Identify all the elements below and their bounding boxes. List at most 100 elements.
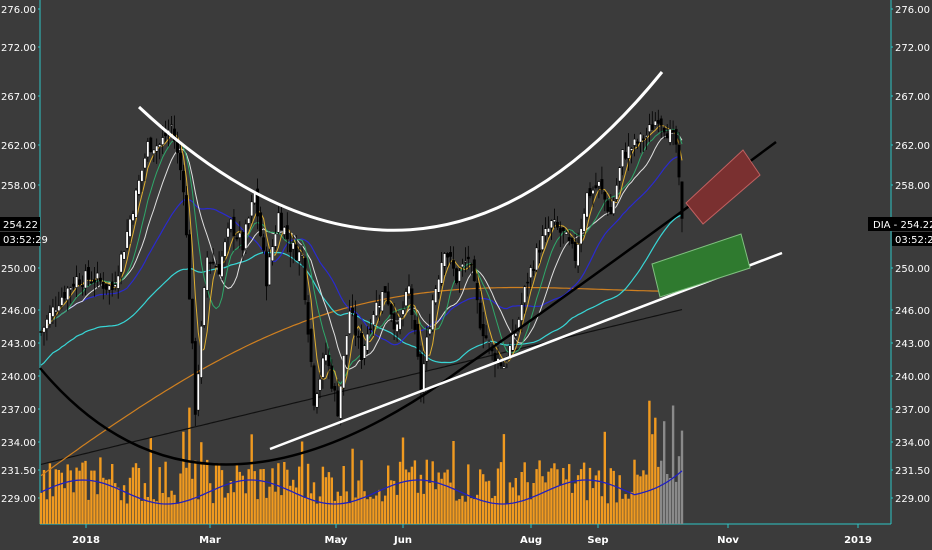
- candle-body: [591, 190, 595, 194]
- upper-arc-drawing: [137, 71, 664, 232]
- candle-body: [84, 270, 87, 289]
- volume-bar: [146, 497, 149, 524]
- target-box-red: [685, 149, 761, 225]
- volume-bar: [428, 482, 431, 524]
- candle-body: [594, 185, 598, 189]
- volume-bar: [398, 461, 402, 524]
- volume-bar: [289, 485, 292, 524]
- volume-bar: [170, 490, 173, 524]
- candle-body: [401, 309, 405, 315]
- volume-bar: [565, 479, 568, 524]
- candle-body: [190, 298, 194, 344]
- volume-bar: [416, 492, 420, 524]
- y-tick-label-left: 234.00: [1, 438, 36, 449]
- candle-body: [600, 179, 604, 190]
- volume-bar: [259, 469, 262, 524]
- y-tick-label-left: 243.00: [1, 339, 36, 350]
- volume-bar: [262, 469, 265, 524]
- volume-bar: [134, 463, 138, 524]
- candle-body: [523, 286, 527, 303]
- candle-body: [588, 188, 592, 197]
- candle-body: [463, 260, 467, 263]
- candle-body: [612, 200, 616, 214]
- volume-bar: [517, 495, 520, 524]
- candle-body: [134, 189, 138, 218]
- candle-body: [547, 228, 550, 233]
- volume-bar: [295, 487, 298, 524]
- volume-bar: [209, 483, 212, 524]
- volume-bar: [526, 482, 529, 524]
- candle-body: [618, 167, 622, 182]
- volume-bar: [413, 460, 417, 524]
- volume-bar: [375, 495, 378, 524]
- candle-body: [259, 212, 263, 237]
- volume-bar: [90, 470, 93, 524]
- candle-body: [452, 260, 455, 269]
- candle-body: [363, 345, 366, 359]
- candle-body: [184, 195, 188, 236]
- volume-bar: [609, 468, 612, 524]
- volume-bar: [274, 491, 277, 524]
- candle-body: [499, 362, 503, 367]
- candle-body: [208, 262, 212, 264]
- candle-body: [327, 355, 331, 367]
- lower-curve-drawing: [39, 140, 777, 466]
- y-tick-label-left: 250.00: [1, 264, 36, 275]
- volume-bar: [671, 405, 675, 524]
- volume-bar: [378, 489, 381, 524]
- candle-body: [561, 227, 565, 232]
- volume-bar: [597, 470, 601, 524]
- volume-bar: [111, 464, 114, 524]
- candle-body: [187, 234, 191, 300]
- volume-bar: [668, 478, 672, 524]
- candle-body: [232, 216, 236, 237]
- volume-bar: [514, 478, 517, 524]
- volume-bar: [600, 496, 604, 524]
- countdown-label-left: 03:52:29: [3, 235, 48, 246]
- volume-bar: [161, 493, 164, 524]
- volume-bar: [568, 464, 571, 524]
- y-tick-label-left: 272.00: [1, 43, 36, 54]
- candle-body: [342, 355, 346, 389]
- candle-body: [413, 319, 417, 330]
- volume-bar: [206, 459, 209, 524]
- candle-body: [161, 137, 165, 145]
- volume-bar: [547, 471, 550, 524]
- volume-bar: [327, 472, 331, 524]
- volume-bar: [461, 495, 464, 524]
- candle-body: [520, 304, 524, 321]
- candle-body: [650, 124, 654, 130]
- x-tick-label: Aug: [520, 535, 542, 546]
- volume-bar: [407, 472, 411, 524]
- candle-body: [457, 270, 461, 282]
- volume-bar: [666, 474, 669, 524]
- volume-bar: [627, 498, 630, 524]
- volume-bar: [443, 472, 446, 524]
- volume-bar: [87, 499, 90, 524]
- candle-body: [487, 341, 491, 343]
- volume-bar: [339, 495, 342, 524]
- volume-bar: [449, 482, 452, 524]
- volume-bar: [179, 473, 182, 524]
- volume-bar: [639, 476, 642, 524]
- candle-body: [502, 366, 506, 369]
- x-tick-label: Jun: [393, 535, 412, 546]
- volume-bar: [372, 498, 375, 524]
- candle-body: [615, 185, 619, 200]
- volume-bar: [636, 474, 639, 524]
- candle-body: [478, 302, 482, 329]
- volume-bar: [140, 500, 144, 524]
- candle-body: [407, 285, 411, 295]
- volume-bar: [125, 503, 129, 524]
- volume-bar: [152, 499, 155, 524]
- candle-body: [155, 145, 159, 152]
- volume-bar: [105, 479, 108, 524]
- volume-bar: [102, 477, 105, 524]
- volume-bar: [499, 462, 503, 524]
- volume-bar: [244, 493, 247, 524]
- candle-body: [66, 287, 70, 301]
- x-tick-label: May: [325, 535, 348, 546]
- volume-bar: [677, 456, 681, 524]
- x-tick-label: Mar: [199, 535, 221, 546]
- volume-bar: [303, 498, 307, 524]
